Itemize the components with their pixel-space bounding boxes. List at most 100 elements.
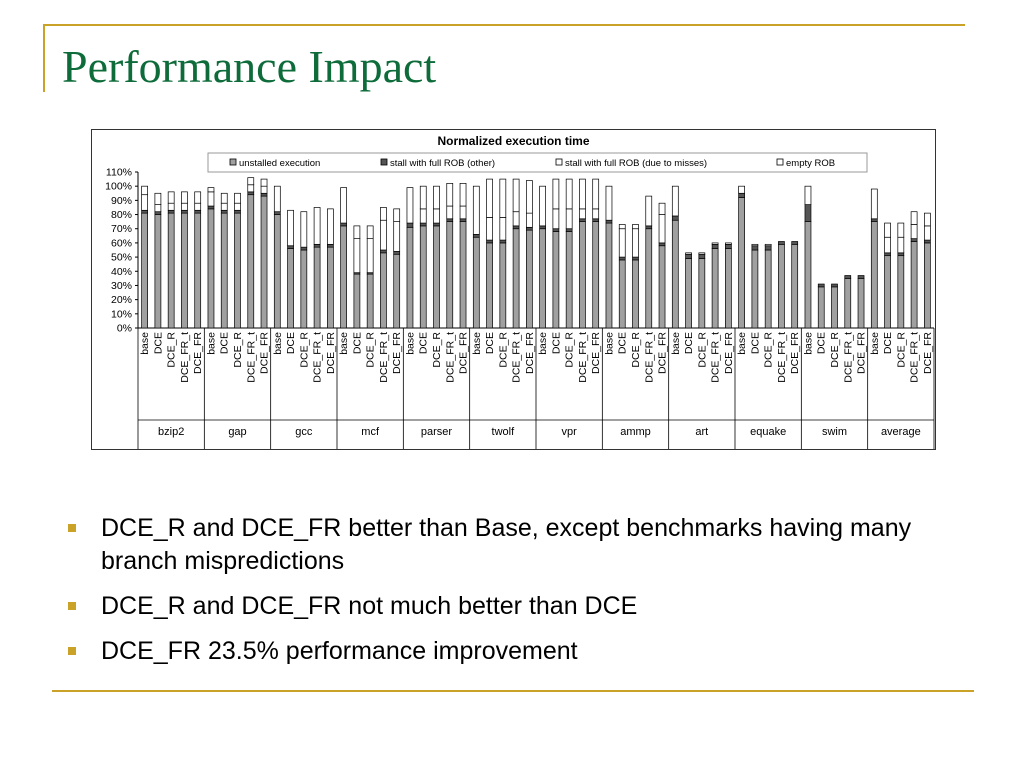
execution-time-chart: Normalized execution time unstalled execu… xyxy=(91,129,936,450)
bar-segment xyxy=(472,185,480,235)
bar-segment xyxy=(711,242,719,245)
bar-segment xyxy=(419,185,427,210)
config-tick-label: DCE_FR_t xyxy=(643,332,655,383)
bar-segment xyxy=(260,192,268,197)
bar-segment xyxy=(433,208,440,224)
bar-segment xyxy=(552,208,560,230)
bar-segment xyxy=(910,224,918,240)
bar-segment xyxy=(738,197,745,329)
bar-segment xyxy=(592,218,600,222)
config-tick-label: DCE_FR xyxy=(723,332,735,374)
bar-segment xyxy=(380,249,387,254)
bar-segment xyxy=(380,207,387,221)
bar-segment xyxy=(181,191,188,204)
bar-segment xyxy=(207,187,215,193)
legend-swatch xyxy=(776,158,784,166)
config-tick-label: base xyxy=(338,332,350,355)
bar-segment xyxy=(366,238,374,274)
y-tick-label: 80% xyxy=(111,209,132,221)
bar-segment xyxy=(632,228,639,258)
slide-title: Performance Impact xyxy=(62,41,437,92)
bar-segment xyxy=(884,222,891,238)
bar-segment xyxy=(870,188,878,220)
config-tick-label: DCE_FR_t xyxy=(909,332,921,383)
bar-segment xyxy=(645,195,653,227)
bar-segment xyxy=(698,258,706,329)
bar-segment xyxy=(419,222,427,227)
bar-segment xyxy=(565,231,573,329)
bar-segment xyxy=(459,221,467,329)
bar-segment xyxy=(393,253,401,329)
config-tick-label: DCE xyxy=(683,332,695,354)
config-tick-label: DCE_R xyxy=(232,332,244,368)
group-label: parser xyxy=(421,426,453,438)
bar-segment xyxy=(300,211,308,248)
bar-segment xyxy=(327,246,334,329)
bar-segment xyxy=(512,225,520,230)
bar-segment xyxy=(512,211,520,227)
group-label: gap xyxy=(228,426,246,438)
bar-segment xyxy=(472,236,480,329)
bar-segment xyxy=(446,221,454,329)
group-label: bzip2 xyxy=(158,426,184,438)
config-tick-label: DCE xyxy=(749,332,761,354)
config-tick-label: DCE xyxy=(484,332,496,354)
bar-segment xyxy=(698,253,706,259)
bar-segment xyxy=(526,226,533,231)
bar-segment xyxy=(645,225,653,230)
bar-segment xyxy=(181,212,188,329)
bar-segment xyxy=(167,209,175,214)
bar-segment xyxy=(260,178,268,187)
bar-segment xyxy=(698,252,706,255)
bar-segment xyxy=(565,228,573,232)
bar-segment xyxy=(486,178,493,218)
bar-segment xyxy=(685,252,692,255)
legend-label: stall with full ROB (other) xyxy=(390,158,495,169)
bar-segment xyxy=(831,283,838,288)
bar-segment xyxy=(924,242,931,329)
bar-segment xyxy=(154,192,162,205)
legend-swatch xyxy=(380,158,388,166)
config-tick-label: base xyxy=(603,332,615,355)
bar-segment xyxy=(234,202,241,211)
bar-segment xyxy=(287,248,294,329)
config-tick-label: DCE xyxy=(219,332,231,354)
bar-segment xyxy=(618,224,626,230)
config-tick-label: DCE_R xyxy=(298,332,310,368)
bullet-text: DCE_R and DCE_FR better than Base, excep… xyxy=(101,514,912,575)
bar-segment xyxy=(831,286,838,329)
bar-segment xyxy=(406,222,414,228)
bullet-item: DCE_R and DCE_FR better than Base, excep… xyxy=(68,512,968,578)
bar-segment xyxy=(778,241,785,245)
bar-segment xyxy=(327,208,334,245)
config-tick-label: DCE_FR_t xyxy=(511,332,523,383)
bullet-item: DCE_R and DCE_FR not much better than DC… xyxy=(68,590,968,623)
config-tick-label: base xyxy=(736,332,748,355)
bar-segment xyxy=(658,202,666,215)
bar-segment xyxy=(884,255,891,329)
bar-segment xyxy=(791,243,799,329)
bar-segment xyxy=(751,249,759,329)
bar-segment xyxy=(499,242,507,329)
bar-segment xyxy=(207,191,215,207)
bar-segment xyxy=(380,252,387,329)
bar-segment xyxy=(247,184,255,193)
bar-segment xyxy=(446,182,454,207)
legend-label: empty ROB xyxy=(786,158,835,169)
bar-segment xyxy=(671,219,679,329)
group-label: gcc xyxy=(295,426,313,438)
bar-segment xyxy=(459,205,467,220)
bar-segment xyxy=(154,211,162,215)
config-tick-label: DCE_R xyxy=(829,332,841,368)
bar-segment xyxy=(419,225,427,329)
bar-segment xyxy=(300,249,308,329)
config-tick-label: DCE xyxy=(882,332,894,354)
config-tick-label: DCE_R xyxy=(895,332,907,368)
bar-segment xyxy=(539,228,546,329)
bar-segment xyxy=(897,222,905,238)
bar-segment xyxy=(897,236,905,254)
bar-segment xyxy=(579,218,586,222)
config-tick-label: DCE xyxy=(152,332,164,354)
bar-segment xyxy=(685,253,692,259)
config-tick-label: DCE_FR xyxy=(657,332,669,374)
